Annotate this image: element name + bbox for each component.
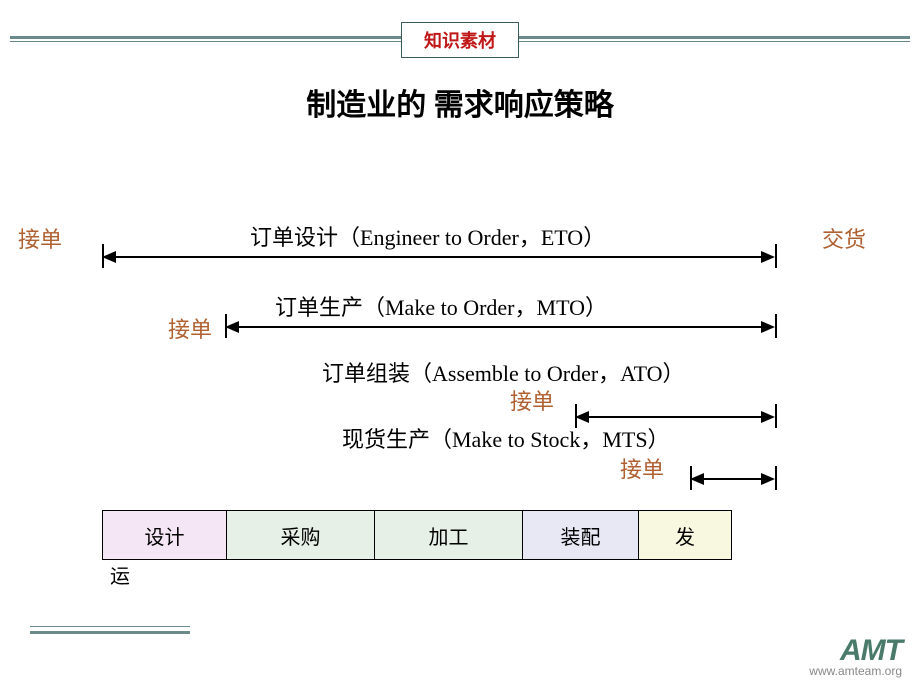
order-point-label: 接单 <box>168 312 212 344</box>
stage-cell: 加工 <box>375 511 523 559</box>
arrow-tick <box>690 466 692 490</box>
logo-text: AMT <box>809 634 902 668</box>
stage-cell: 采购 <box>227 511 375 559</box>
arrow-head-left-icon <box>102 251 116 263</box>
left-end-label: 接单 <box>18 222 62 254</box>
arrow-shaft <box>702 478 763 480</box>
stage-cell: 发 <box>639 511 731 559</box>
stage-cell: 装配 <box>523 511 639 559</box>
logo-url: www.amteam.org <box>809 664 902 678</box>
arrow-head-right-icon <box>761 321 775 333</box>
order-point-label: 接单 <box>620 452 664 484</box>
right-end-label: 交货 <box>822 222 866 254</box>
arrow-tick <box>775 466 777 490</box>
stage-overflow-label: 运 <box>110 560 130 589</box>
bottom-rule-thick <box>30 631 190 634</box>
bottom-rule-thin <box>30 626 190 627</box>
strategy-label: 订单组装（Assemble to Order，ATO） <box>322 356 685 388</box>
page-title: 制造业的 需求响应策略 <box>0 80 920 124</box>
strategy-label: 订单设计（Engineer to Order，ETO） <box>250 220 605 252</box>
arrow-head-left-icon <box>225 321 239 333</box>
stage-row: 设计采购加工装配发 <box>102 510 732 560</box>
arrow-head-right-icon <box>761 473 775 485</box>
logo: AMT www.amteam.org <box>809 634 902 678</box>
arrow-tick <box>225 314 227 338</box>
arrow-tick <box>775 244 777 268</box>
arrow-tick <box>775 404 777 428</box>
arrow-shaft <box>114 256 763 258</box>
strategy-label: 现货生产（Make to Stock，MTS） <box>342 422 670 454</box>
arrow-head-right-icon <box>761 411 775 423</box>
stage-cell: 设计 <box>103 511 227 559</box>
order-point-label: 接单 <box>510 384 554 416</box>
arrow-shaft <box>587 416 763 418</box>
strategy-diagram: 接单 交货 订单设计（Engineer to Order，ETO） 订单生产（Ma… <box>30 220 890 580</box>
arrow-shaft <box>237 326 763 328</box>
arrow-tick <box>102 244 104 268</box>
strategy-label: 订单生产（Make to Order，MTO） <box>275 290 607 322</box>
arrow-head-right-icon <box>761 251 775 263</box>
arrow-head-left-icon <box>690 473 704 485</box>
tag-box: 知识素材 <box>401 22 519 58</box>
arrow-tick <box>775 314 777 338</box>
